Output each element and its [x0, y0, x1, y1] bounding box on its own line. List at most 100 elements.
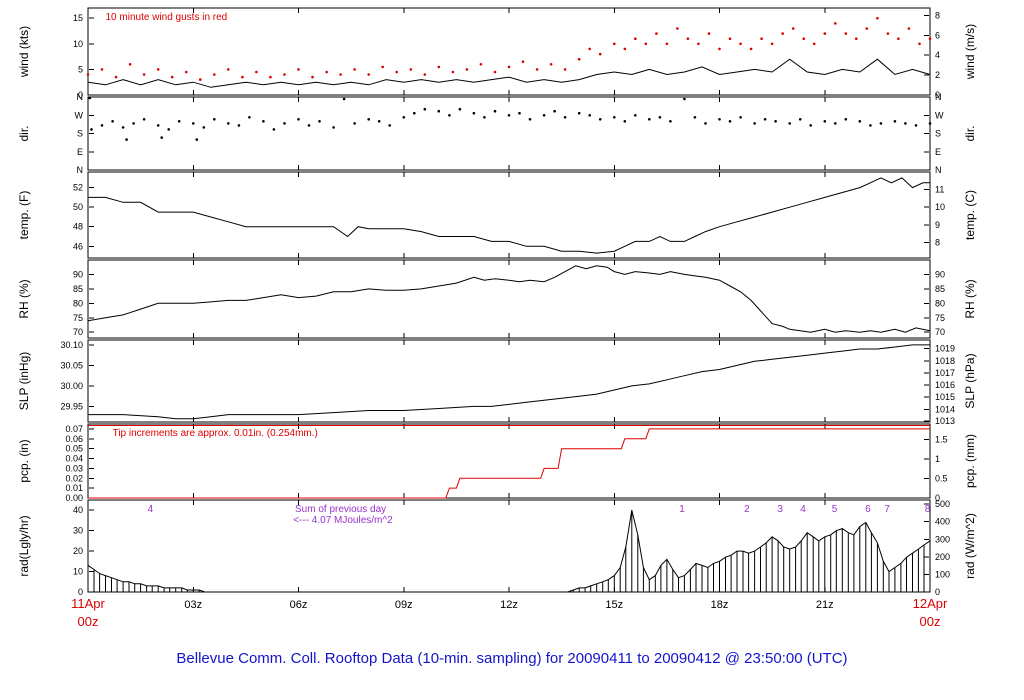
dot-wind-direction: [588, 114, 591, 117]
annotation: 5: [832, 504, 838, 515]
dot-wind-direction: [809, 124, 812, 127]
y2-tick-label: 200: [935, 552, 950, 562]
annotation: <--- 4.07 MJoules/m^2: [293, 515, 393, 526]
dot-wind-direction: [683, 97, 686, 101]
dot-wind-gusts: [114, 75, 118, 79]
dot-wind-direction: [213, 118, 216, 121]
annotation: Sum of previous day: [295, 504, 386, 515]
dot-wind-gusts: [897, 37, 900, 40]
dot-wind-direction: [237, 124, 241, 127]
y2-tick-label: 9: [935, 220, 940, 230]
dot-wind-direction: [160, 136, 163, 139]
dot-wind-direction: [542, 114, 546, 117]
y-tick-label: 90: [73, 269, 83, 279]
right-axis-title-pcp: pcp. (mm): [963, 434, 977, 488]
y2-tick-label: 500: [935, 499, 950, 509]
y2-tick-label: 1015: [935, 392, 955, 402]
dot-wind-direction: [307, 124, 311, 127]
y-tick-label: 0.03: [65, 463, 83, 473]
y-tick-label: 50: [73, 202, 83, 212]
dot-wind-direction: [227, 122, 230, 125]
y2-tick-label: 10: [935, 202, 945, 212]
dot-wind-direction: [928, 122, 932, 125]
annotation: 10 minute wind gusts in red: [106, 12, 228, 23]
series-relative-humidity: [87, 265, 931, 333]
dot-wind-direction: [634, 114, 637, 117]
y2-tick-label: 90: [935, 269, 945, 279]
right-axis-title-dir: dir.: [963, 125, 977, 141]
dot-wind-gusts: [283, 73, 286, 76]
dot-wind-gusts: [465, 68, 469, 71]
dot-wind-direction: [192, 122, 195, 125]
dot-wind-direction: [90, 128, 93, 131]
dot-wind-gusts: [170, 75, 174, 79]
left-axis-title-rh: RH (%): [17, 279, 31, 318]
dot-wind-direction: [142, 118, 146, 121]
y2-tick-label: 2: [935, 70, 940, 80]
dot-wind-direction: [195, 138, 199, 141]
y2-tick-label: 1014: [935, 404, 955, 414]
dot-wind-gusts: [865, 27, 869, 30]
dot-wind-gusts: [367, 73, 371, 76]
dot-wind-direction: [658, 116, 662, 119]
dot-wind-direction: [507, 114, 511, 117]
dot-wind-gusts: [142, 73, 146, 76]
dot-wind-direction: [518, 111, 521, 115]
dot-wind-direction: [388, 124, 392, 127]
dot-wind-direction: [156, 124, 160, 127]
y-tick-label: W: [75, 110, 84, 120]
y2-tick-label: 70: [935, 327, 945, 337]
left-axis-title-pcp: pcp. (in): [17, 439, 31, 482]
y-tick-label: 52: [73, 183, 83, 193]
dot-wind-gusts: [707, 32, 711, 35]
panel-temp-frame: [87, 171, 931, 259]
dot-wind-gusts: [834, 22, 837, 25]
y-tick-label: 0.07: [65, 424, 83, 434]
y2-tick-label: E: [935, 147, 941, 157]
dot-wind-gusts: [760, 37, 763, 40]
dot-wind-gusts: [718, 47, 721, 51]
dot-wind-gusts: [697, 42, 700, 46]
annotation: 4: [800, 504, 806, 515]
y2-tick-label: 1017: [935, 368, 955, 378]
dot-wind-direction: [693, 116, 697, 119]
dot-wind-direction: [448, 114, 451, 117]
y2-tick-label: 1: [935, 454, 940, 464]
dot-wind-direction: [167, 128, 170, 131]
dot-wind-gusts: [479, 63, 483, 66]
dot-wind-gusts: [686, 37, 690, 40]
y2-tick-label: 1016: [935, 380, 955, 390]
y-tick-label: N: [77, 165, 84, 175]
dot-wind-gusts: [665, 42, 669, 46]
y-tick-label: 30: [73, 526, 83, 536]
annotation: 3: [777, 504, 783, 515]
annotation: 6: [865, 504, 871, 515]
dot-wind-gusts: [353, 68, 356, 71]
dot-wind-direction: [377, 120, 381, 123]
left-axis-title-slp: SLP (inHg): [17, 352, 31, 410]
series-solar-radiation: [87, 510, 931, 593]
y-tick-label: 70: [73, 327, 83, 337]
dot-wind-direction: [111, 120, 114, 123]
dot-wind-gusts: [339, 73, 342, 76]
panel-slp-frame: [87, 339, 931, 423]
dot-wind-gusts: [423, 73, 427, 76]
right-axis-title-temp: temp. (C): [963, 190, 977, 240]
dot-wind-gusts: [802, 37, 805, 40]
y-tick-label: 80: [73, 298, 83, 308]
dot-wind-gusts: [563, 68, 567, 71]
dot-wind-direction: [413, 111, 416, 115]
dot-wind-gusts: [823, 32, 827, 35]
y2-tick-label: 1019: [935, 344, 955, 354]
dot-wind-gusts: [535, 68, 539, 71]
dot-wind-gusts: [381, 65, 385, 69]
dot-wind-direction: [728, 120, 732, 123]
y2-tick-label: 300: [935, 534, 950, 544]
dot-wind-direction: [125, 138, 128, 141]
series-precip-accum: [88, 428, 930, 499]
dot-wind-direction: [472, 111, 476, 115]
dot-wind-gusts: [876, 16, 879, 20]
y2-tick-label: 1018: [935, 356, 955, 366]
x-tick-label: 15z: [605, 599, 623, 611]
y-tick-label: 29.95: [60, 401, 83, 411]
